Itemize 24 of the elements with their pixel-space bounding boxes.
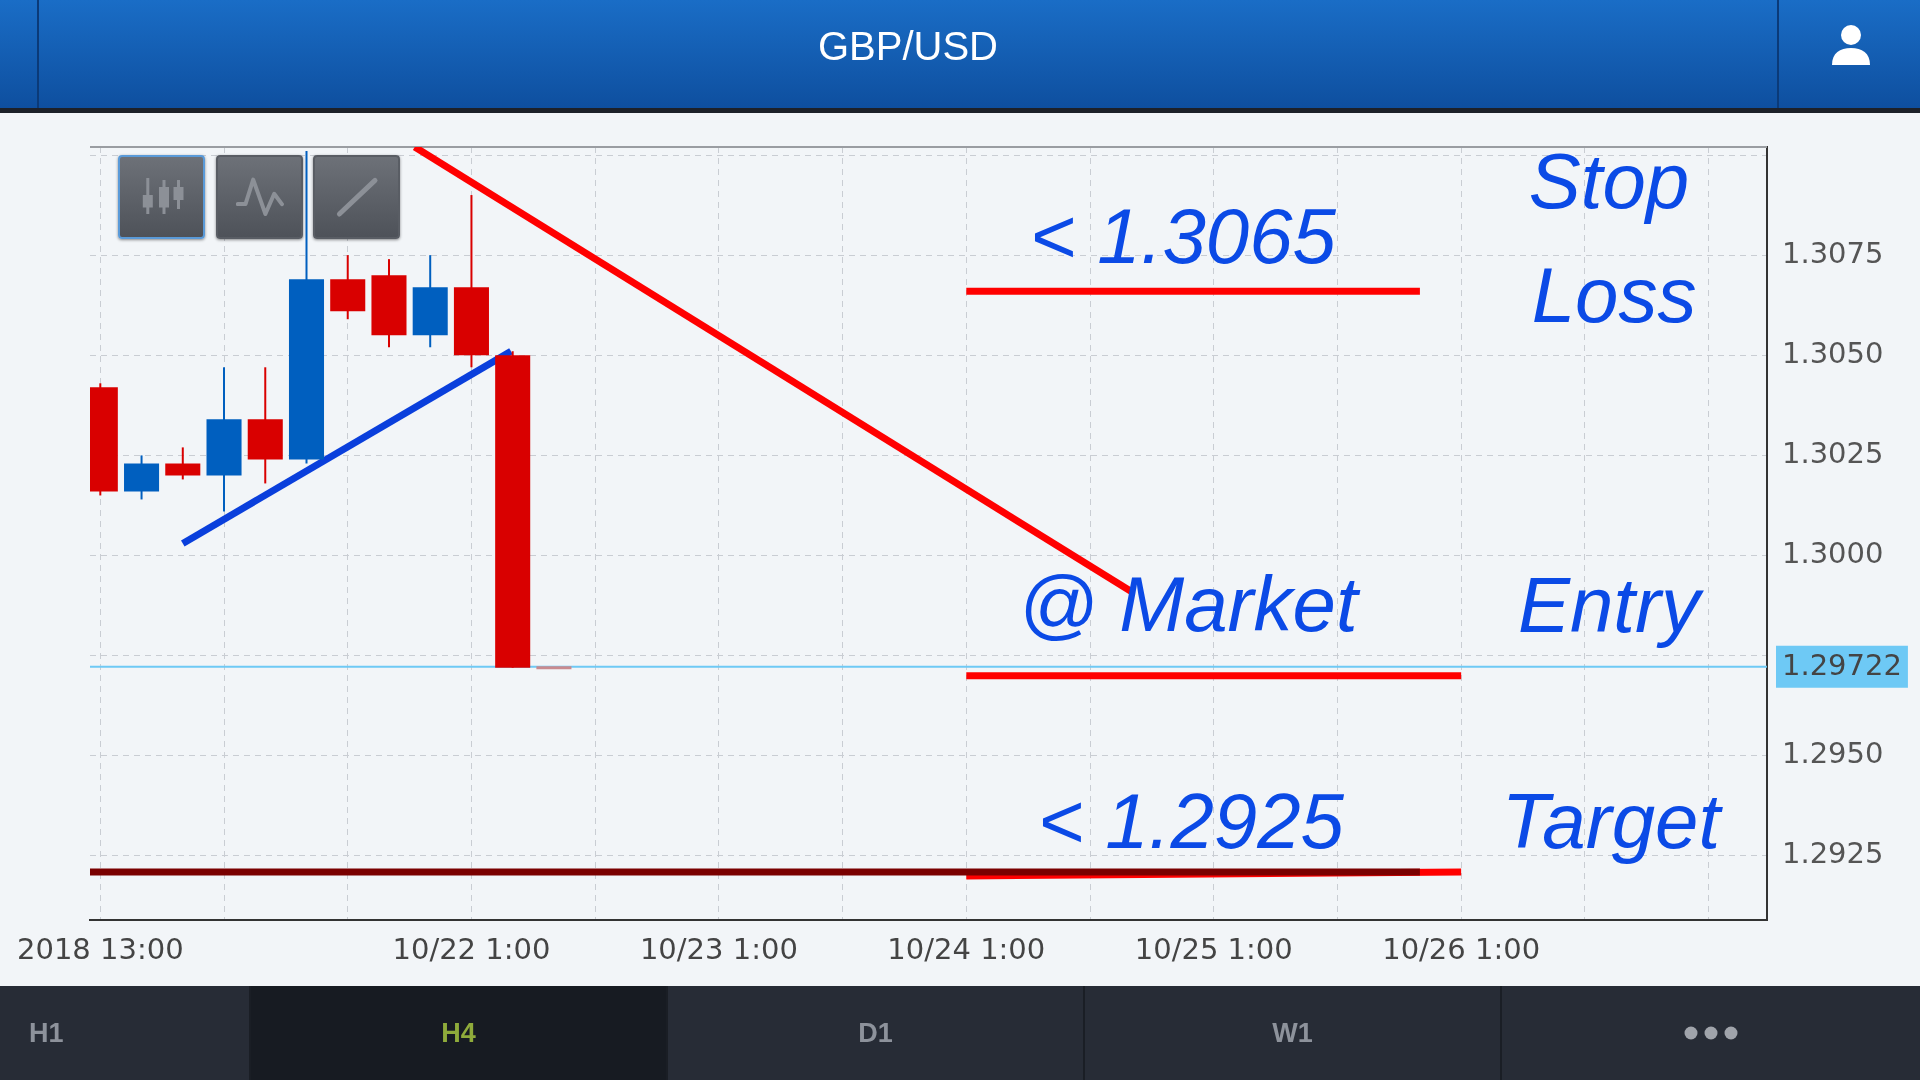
x-tick-label: 10/24 1:00 xyxy=(887,931,1046,966)
x-tick-label: 10/23 1:00 xyxy=(639,931,798,966)
annotation: Loss xyxy=(1531,250,1697,339)
y-tick-label: 1.2925 xyxy=(1782,836,1884,871)
annotation: Target xyxy=(1501,776,1724,865)
y-tick-label: 1.3000 xyxy=(1782,536,1884,571)
ref-line-label: 1.29722 xyxy=(1782,648,1902,683)
x-tick-label: 10/25 1:00 xyxy=(1134,931,1293,966)
timeframe-tab: D1 xyxy=(668,986,1085,1080)
annotation: Stop xyxy=(1528,136,1690,225)
y-tick-label: 1.2950 xyxy=(1782,736,1884,771)
annotation: < 1.2925 xyxy=(1038,776,1345,865)
x-tick-label: 2018 13:00 xyxy=(17,931,184,966)
y-tick-label: 1.3075 xyxy=(1782,235,1884,270)
x-tick-label: 10/22 1:00 xyxy=(392,931,551,966)
y-tick-label: 1.3025 xyxy=(1782,435,1884,470)
timeframe-tab: H4 xyxy=(251,986,668,1080)
x-tick-label: 10/26 1:00 xyxy=(1382,931,1541,966)
chart-title: GBP/USD xyxy=(817,24,999,69)
timeframe-tab: W1 xyxy=(1085,986,1502,1080)
annotation: Entry xyxy=(1517,560,1705,649)
annotation: @ Market xyxy=(1018,559,1361,648)
y-tick-label: 1.3050 xyxy=(1782,335,1884,370)
annotation: < 1.3065 xyxy=(1030,191,1337,280)
